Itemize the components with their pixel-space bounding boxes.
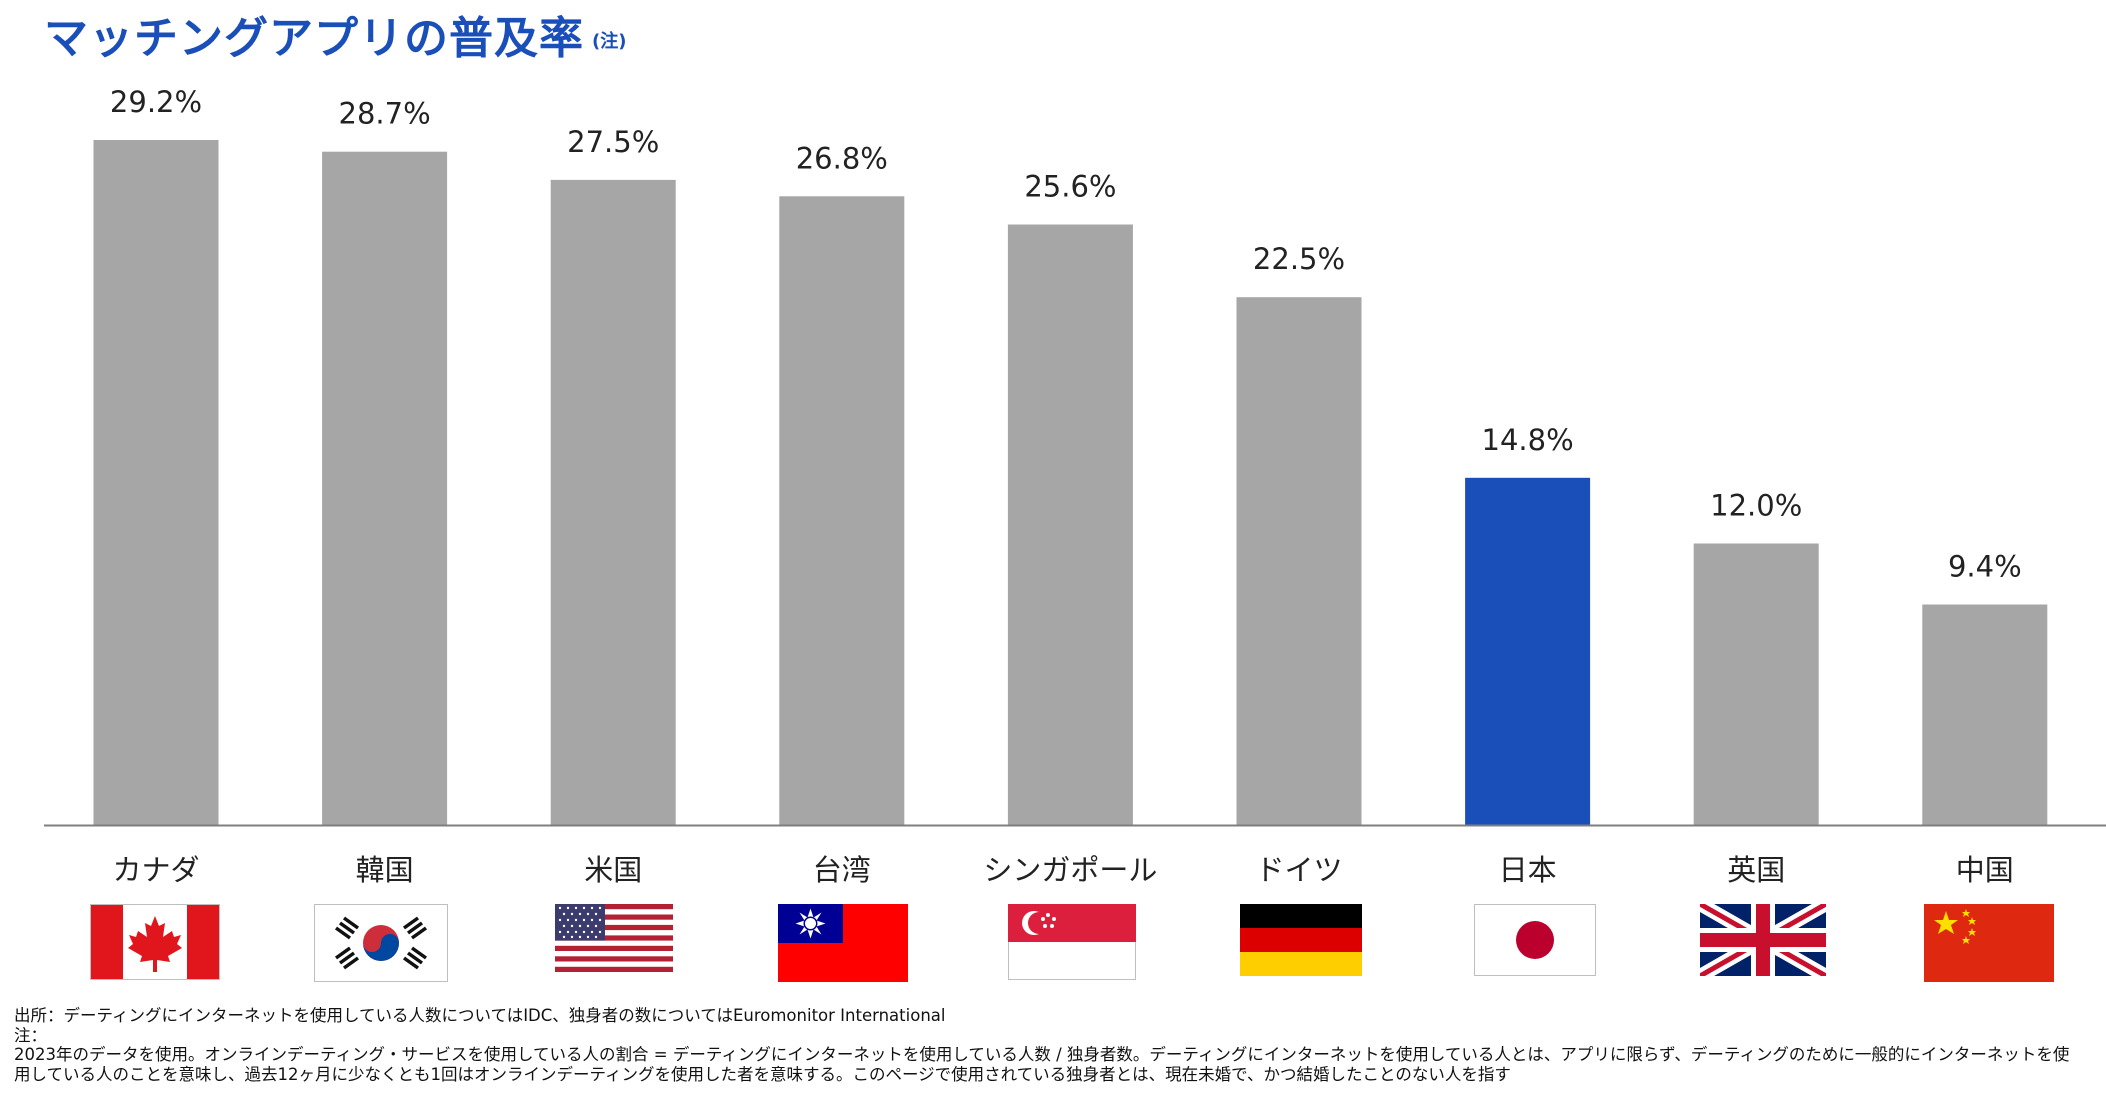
bar (550, 179, 676, 825)
note-text-line-1: 2023年のデータを使用。オンラインデーティング・サービスを使用している人の割合… (14, 1045, 2070, 1064)
bar (93, 140, 219, 825)
category-label: シンガポール (983, 853, 1157, 887)
category-label: 米国 (584, 853, 642, 887)
data-label: 28.7% (339, 97, 431, 131)
data-label: 25.6% (1024, 170, 1116, 204)
taiwan-flag-icon (778, 904, 908, 982)
category-label: 中国 (1956, 853, 2014, 887)
data-label: 22.5% (1253, 242, 1345, 276)
japan-flag-icon (1474, 904, 1596, 976)
south-korea-flag-icon (314, 904, 448, 982)
bar (779, 196, 905, 826)
data-label: 9.4% (1948, 550, 2022, 584)
germany-flag-icon (1240, 904, 1362, 976)
note-text-line-2: 用している人のことを意味し、過去12ヶ月に少なくとも1回はオンラインデーティング… (14, 1064, 1511, 1084)
data-label: 27.5% (567, 125, 659, 159)
usa-flag-icon (555, 904, 673, 972)
bar (322, 151, 448, 825)
china-flag-icon (1924, 904, 2054, 982)
bar (1007, 224, 1133, 825)
singapore-flag-icon (1008, 904, 1136, 980)
category-label: 英国 (1727, 853, 1785, 887)
note-label: 注： (14, 1025, 47, 1045)
bar (1236, 297, 1362, 825)
bar (1693, 543, 1819, 825)
canada-flag-icon (90, 904, 220, 980)
page-title: マッチングアプリの普及率 (44, 13, 584, 64)
data-label: 26.8% (796, 141, 888, 175)
title-note: (注) (592, 31, 627, 52)
category-label: 台湾 (813, 853, 871, 887)
footnotes: 出所：デーティングにインターネットを使用している人数についてはIDC、独身者の数… (14, 1006, 2094, 1084)
source-note: 出所：デーティングにインターネットを使用している人数についてはIDC、独身者の数… (14, 1006, 946, 1025)
category-label: カナダ (112, 853, 199, 887)
category-label: ドイツ (1255, 853, 1342, 887)
bar-chart: 29.2% カナダ 28.7% 韓国 27.5% 米国 26.8% 台湾 25.6% シンガポール… (44, 85, 2106, 887)
data-label: 29.2% (110, 85, 202, 119)
bar (1922, 604, 2048, 825)
bar (1465, 477, 1591, 825)
category-label: 韓国 (356, 853, 414, 887)
uk-flag-icon (1700, 904, 1826, 976)
category-label: 日本 (1499, 853, 1557, 887)
data-label: 14.8% (1482, 423, 1574, 457)
title-block: マッチングアプリの普及率 (注) (44, 2, 626, 66)
data-label: 12.0% (1710, 489, 1802, 523)
